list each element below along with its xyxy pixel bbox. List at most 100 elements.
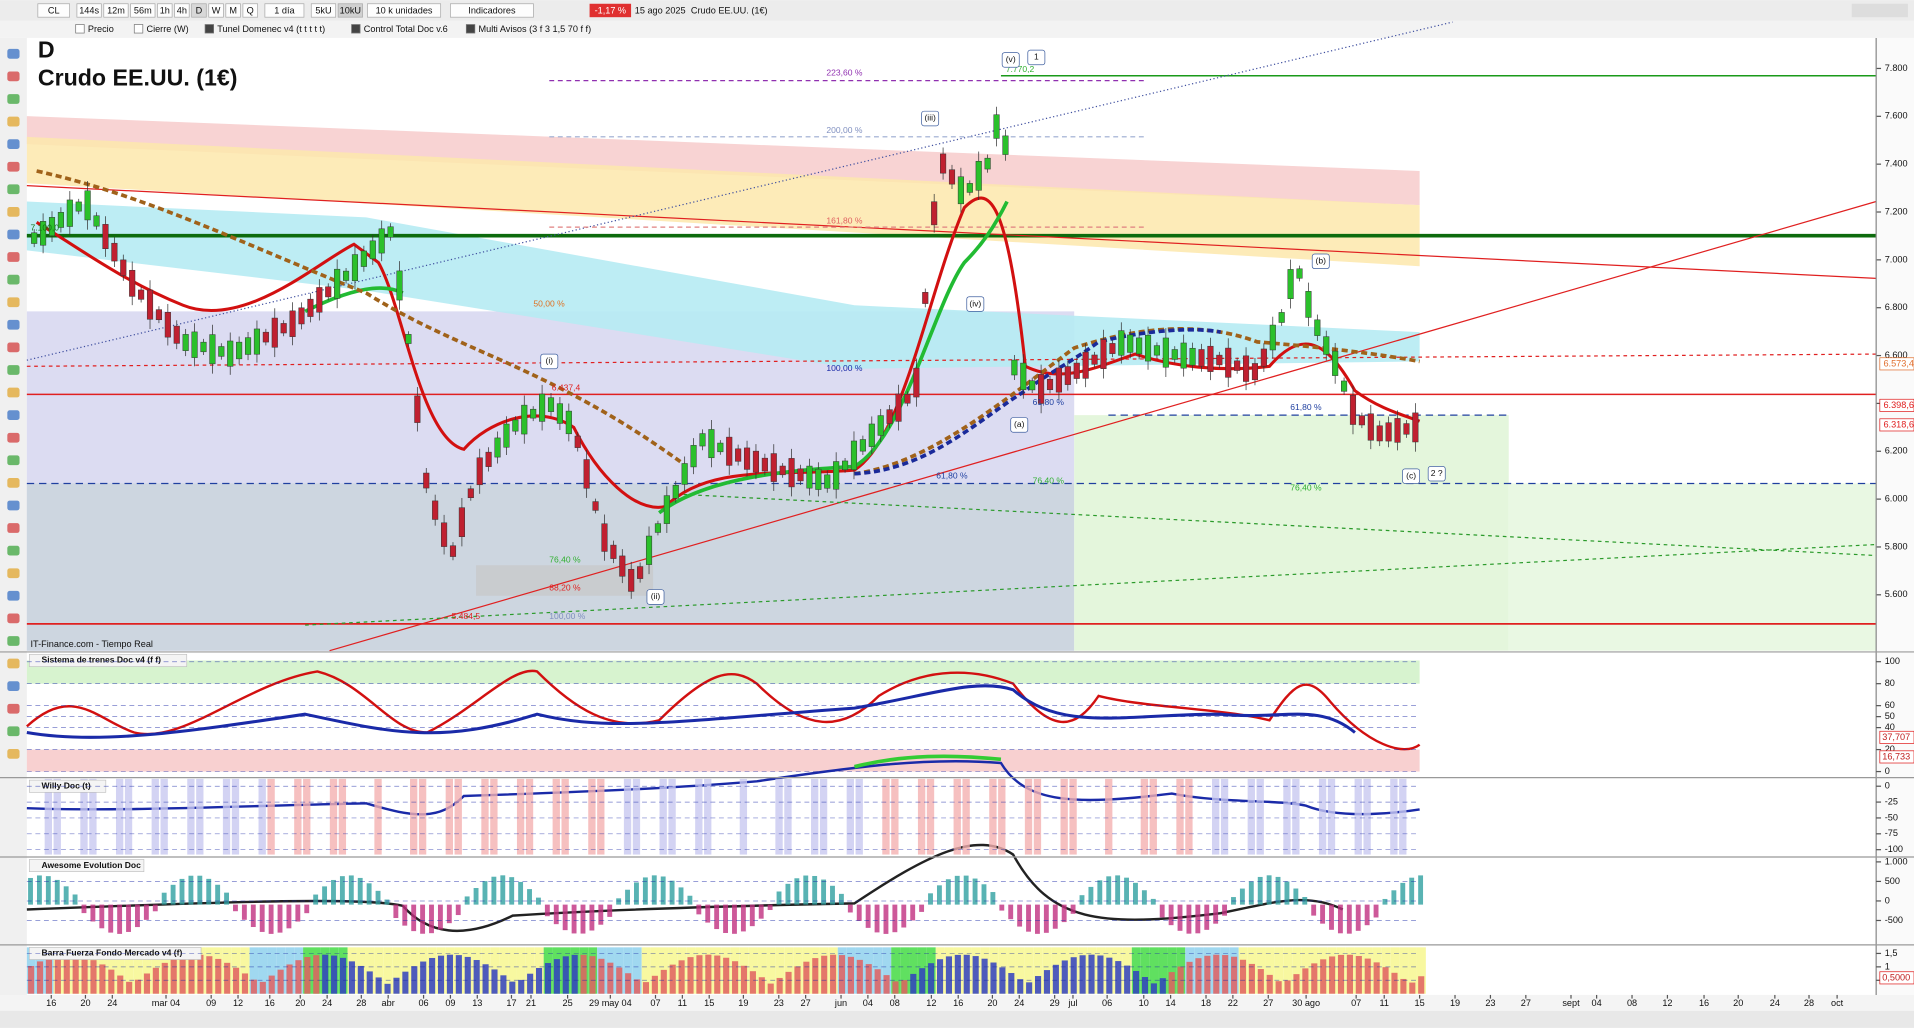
candle-body xyxy=(387,226,394,238)
tool-icon[interactable] xyxy=(7,590,20,601)
force-bg xyxy=(775,947,785,994)
timeframe-button[interactable] xyxy=(191,3,207,18)
tool-icon[interactable] xyxy=(7,681,20,691)
tool-icon[interactable] xyxy=(7,48,20,59)
timeframe-button[interactable] xyxy=(76,3,102,18)
timeframe-button[interactable] xyxy=(103,3,129,18)
tool-icon[interactable] xyxy=(7,274,20,285)
force-bar xyxy=(143,973,151,994)
overlay-checkbox[interactable] xyxy=(75,24,85,34)
force-bar xyxy=(830,954,837,994)
willy-stripe xyxy=(953,778,961,855)
force-bar xyxy=(1017,979,1024,994)
timeframe-button[interactable] xyxy=(130,3,156,18)
candle-body xyxy=(788,458,795,488)
tool-icon[interactable] xyxy=(7,613,20,624)
tool-icon[interactable] xyxy=(7,161,20,172)
candle-body xyxy=(699,433,706,447)
tool-icon[interactable] xyxy=(7,500,20,511)
candle-body xyxy=(931,201,938,226)
date-label: 29 xyxy=(1050,998,1060,1008)
units-button[interactable] xyxy=(337,3,363,18)
candle-body xyxy=(432,500,439,520)
tool-icon[interactable] xyxy=(7,94,20,104)
tool-icon[interactable] xyxy=(7,636,20,646)
tool-icon[interactable] xyxy=(7,365,20,375)
candle-body xyxy=(619,555,626,577)
ao-bar xyxy=(856,904,862,921)
panel-tick-label: 0 xyxy=(1885,895,1890,905)
candle-body xyxy=(1073,362,1080,379)
timeframe-button[interactable] xyxy=(174,3,190,18)
wave-label: (c) xyxy=(1406,470,1416,480)
window-buttons[interactable] xyxy=(1851,3,1908,18)
tool-icon[interactable] xyxy=(7,342,20,353)
force-bg xyxy=(1007,947,1016,994)
overlay-checkbox[interactable] xyxy=(351,24,361,34)
force-bar xyxy=(1222,955,1229,994)
tool-icon[interactable] xyxy=(7,207,20,217)
tool-icon[interactable] xyxy=(7,748,20,759)
wave-box xyxy=(1027,49,1046,66)
date-label: 07 xyxy=(650,998,660,1008)
tool-icon[interactable] xyxy=(7,455,20,466)
force-bar xyxy=(678,960,685,994)
trend-line xyxy=(329,200,1877,652)
tool-icon[interactable] xyxy=(7,184,20,195)
date-label: 23 xyxy=(774,998,784,1008)
force-bg xyxy=(249,947,259,994)
tool-icon[interactable] xyxy=(7,116,20,127)
tool-icon[interactable] xyxy=(7,523,20,533)
force-bg xyxy=(891,947,901,994)
willy-stripe xyxy=(187,778,195,855)
force-bar xyxy=(464,956,471,994)
fib-label: 100,00 % xyxy=(549,611,585,621)
tool-icon[interactable] xyxy=(7,252,20,262)
ao-bar xyxy=(776,891,782,905)
ao-bar xyxy=(1177,904,1183,931)
tool-icon[interactable] xyxy=(7,387,20,398)
tool-icon[interactable] xyxy=(7,71,20,82)
force-bg xyxy=(882,947,892,994)
ao-bar xyxy=(152,904,158,912)
tool-icon[interactable] xyxy=(7,568,20,579)
indicators-button[interactable] xyxy=(450,3,534,18)
candle-body xyxy=(1020,362,1027,391)
tool-icon[interactable] xyxy=(7,229,20,240)
willy-stripe xyxy=(525,778,534,855)
period-select[interactable] xyxy=(264,3,305,18)
tool-icon[interactable] xyxy=(7,703,20,714)
timeframe-button[interactable] xyxy=(208,3,224,18)
candle-body xyxy=(735,448,742,462)
overlay-checkbox[interactable] xyxy=(133,24,144,34)
force-bg xyxy=(1131,947,1141,994)
force-bar xyxy=(1043,970,1051,994)
tool-icon[interactable] xyxy=(7,658,20,669)
tool-icon[interactable] xyxy=(7,432,20,443)
units-select[interactable] xyxy=(367,3,442,18)
timeframe-button[interactable] xyxy=(157,3,173,18)
tool-icon[interactable] xyxy=(7,410,20,421)
timeframe-button[interactable] xyxy=(225,3,241,18)
candle-body xyxy=(280,323,287,334)
ao-bar xyxy=(910,904,916,921)
tool-icon[interactable] xyxy=(7,297,20,308)
ao-bar xyxy=(322,886,328,905)
force-bar xyxy=(607,962,614,994)
timeframe-button[interactable] xyxy=(242,3,258,18)
willy-stripe xyxy=(53,778,61,855)
force-bar xyxy=(705,954,712,994)
symbol-select[interactable] xyxy=(37,3,70,18)
force-bar xyxy=(491,969,498,994)
overlay-checkbox[interactable] xyxy=(204,24,214,34)
tool-icon[interactable] xyxy=(7,545,20,556)
fib-label: 88,20 % xyxy=(549,583,581,593)
overlay-checkbox[interactable] xyxy=(465,24,476,34)
tool-icon[interactable] xyxy=(7,319,20,330)
units-button[interactable] xyxy=(310,3,337,18)
trend-line xyxy=(26,21,1453,361)
candle-body xyxy=(316,287,323,313)
tool-icon[interactable] xyxy=(7,477,20,488)
tool-icon[interactable] xyxy=(7,139,20,150)
tool-icon[interactable] xyxy=(7,726,20,737)
